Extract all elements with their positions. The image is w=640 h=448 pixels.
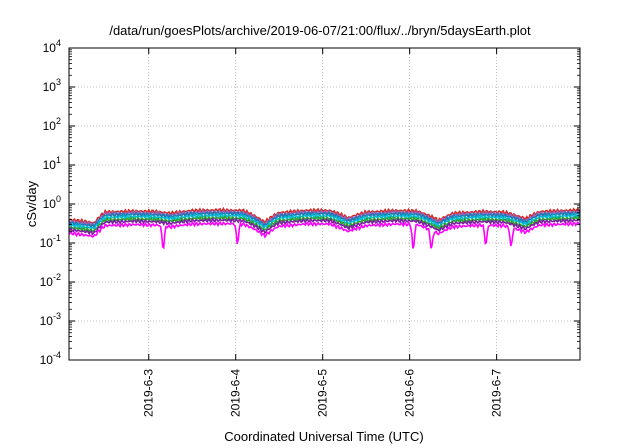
grid — [69, 48, 580, 360]
series-line-4 — [68, 212, 580, 231]
x-axis-label: Coordinated Universal Time (UTC) — [224, 429, 423, 444]
y-tick-label: 102 — [43, 116, 61, 133]
y-tick-label: 100 — [43, 194, 61, 211]
series-line-7 — [68, 220, 581, 250]
ticks: 10-4 10-3 10-2 10-1 100 101 102 103 104 2019-6-3 2… — [40, 38, 580, 417]
y-tick-label: 103 — [43, 77, 61, 94]
y-tick-label: 101 — [43, 155, 61, 172]
series-layer — [68, 206, 581, 250]
y-tick-label: 10-3 — [40, 311, 61, 328]
series-line-6 — [68, 216, 581, 236]
y-tick-label: 104 — [43, 38, 61, 55]
chart-title: /data/run/goesPlots/archive/2019-06-07/2… — [109, 23, 531, 38]
x-tick-label: 2019-6-7 — [490, 369, 504, 417]
y-tick-label: 10-1 — [40, 233, 61, 250]
y-tick-label: 10-2 — [40, 272, 61, 289]
x-tick-label: 2019-6-6 — [403, 369, 417, 417]
y-tick-label: 10-4 — [40, 350, 61, 367]
x-tick-label: 2019-6-5 — [316, 369, 330, 417]
series-line-3 — [68, 210, 581, 230]
series-line-5 — [68, 215, 581, 234]
x-tick-label: 2019-6-3 — [142, 369, 156, 417]
y-axis-label: cSv/day — [24, 180, 39, 227]
x-tick-label: 2019-6-4 — [229, 369, 243, 417]
